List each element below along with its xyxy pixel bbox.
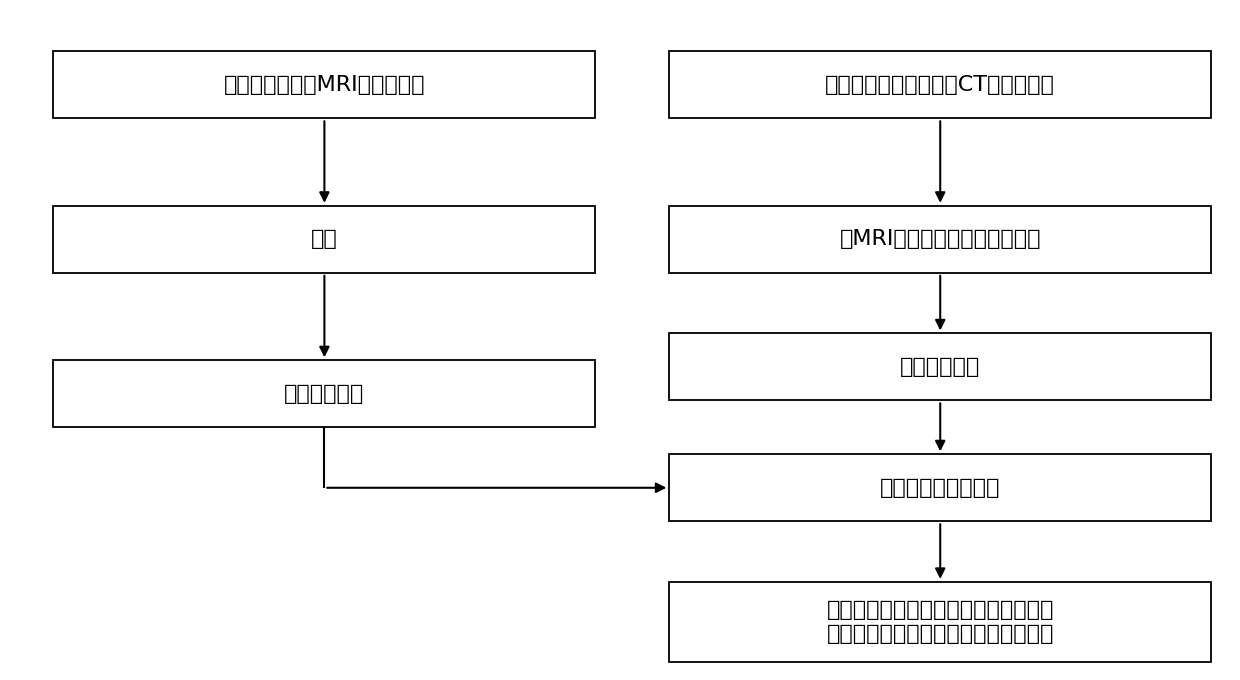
Bar xyxy=(670,205,1211,273)
Text: 三维卷积运算: 三维卷积运算 xyxy=(900,357,981,377)
Text: 分割: 分割 xyxy=(311,229,337,250)
Bar xyxy=(53,360,595,427)
Text: 采集被试植入电极后的CT三维脑影像: 采集被试植入电极后的CT三维脑影像 xyxy=(826,75,1055,95)
Bar xyxy=(670,454,1211,522)
Bar xyxy=(53,205,595,273)
Text: 与MRI脑影像在空间上进行配准: 与MRI脑影像在空间上进行配准 xyxy=(839,229,1042,250)
Bar xyxy=(670,51,1211,118)
Bar xyxy=(53,51,595,118)
Text: 待筛选电极信号图像: 待筛选电极信号图像 xyxy=(880,478,1001,498)
Text: 生成掩模图像: 生成掩模图像 xyxy=(284,384,365,404)
Text: 采集被试术前的MRI三维脑影像: 采集被试术前的MRI三维脑影像 xyxy=(223,75,425,95)
Bar xyxy=(670,333,1211,401)
Bar xyxy=(670,582,1211,662)
Text: 根据术前的埋设电极信息对待筛选电极
信号图像筛选正确的的电极图像并编号: 根据术前的埋设电极信息对待筛选电极 信号图像筛选正确的的电极图像并编号 xyxy=(827,600,1054,644)
